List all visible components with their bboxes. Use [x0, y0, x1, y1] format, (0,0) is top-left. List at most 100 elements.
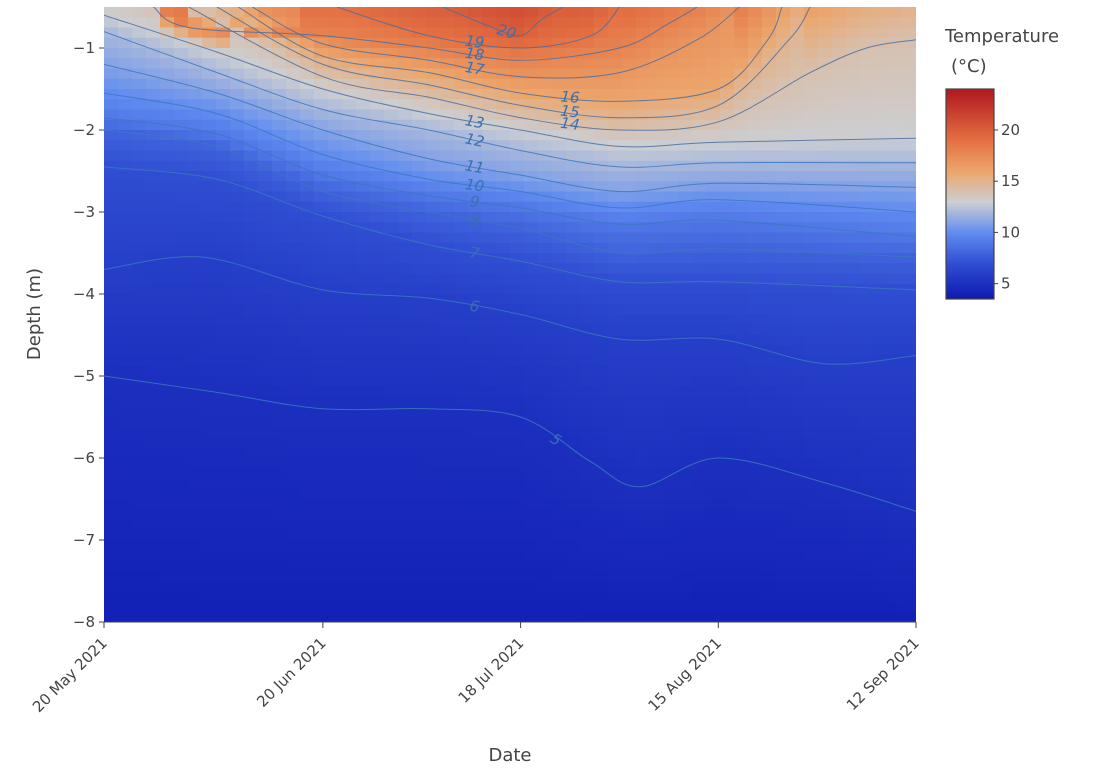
heat-cell [790, 150, 805, 162]
heat-cell [580, 540, 595, 551]
heat-cell [188, 478, 203, 490]
heat-cell [496, 540, 511, 551]
heat-cell [762, 386, 777, 398]
heat-cell [622, 89, 637, 100]
heat-cell [846, 458, 861, 469]
heat-cell [888, 550, 903, 562]
heat-cell [244, 509, 259, 521]
heat-cell [594, 37, 609, 49]
heat-cell [482, 560, 497, 572]
heat-cell [160, 365, 175, 377]
heat-cell [664, 386, 679, 398]
heat-cell [398, 294, 413, 305]
heat-cell [538, 529, 553, 541]
heat-cell [272, 17, 287, 29]
heat-cell [454, 191, 469, 203]
heat-cell [398, 99, 413, 111]
heat-cell [902, 7, 916, 18]
heat-cell [356, 253, 371, 264]
heat-cell [804, 499, 819, 510]
heat-cell [692, 222, 707, 234]
heat-cell [104, 283, 119, 295]
heat-cell [636, 355, 651, 367]
heat-cell [412, 242, 427, 254]
heat-cell [342, 314, 357, 326]
heat-cell [594, 335, 609, 346]
heat-cell [328, 294, 343, 305]
heat-cell [902, 263, 916, 275]
heat-cell [636, 611, 651, 622]
heat-cell [314, 191, 329, 203]
heat-cell [454, 222, 469, 234]
heat-cell [818, 150, 833, 162]
heat-cell [328, 48, 343, 59]
heat-cell [258, 324, 273, 336]
heat-cell [300, 232, 315, 244]
contour-line-10 [104, 92, 916, 213]
heat-cell [300, 253, 315, 264]
heat-cell [804, 37, 819, 49]
heat-cell [244, 468, 259, 480]
heat-cell [174, 406, 189, 418]
heat-cell [734, 581, 749, 592]
heat-cell [566, 253, 581, 264]
heat-cell [468, 560, 483, 572]
heat-cell [860, 540, 875, 551]
heat-cell [776, 253, 791, 264]
heat-cell [524, 191, 539, 203]
heat-cell [174, 468, 189, 480]
colorbar-band [946, 155, 994, 159]
heat-cell [468, 581, 483, 592]
heat-cell [188, 345, 203, 357]
heat-cell [846, 447, 861, 459]
heat-cell [370, 242, 385, 254]
heat-cell [860, 406, 875, 418]
heat-cell [356, 529, 371, 541]
heat-cell [174, 130, 189, 141]
heat-cell [454, 58, 469, 70]
heat-cell [636, 7, 651, 18]
heat-cell [790, 273, 805, 285]
heat-cell [580, 160, 595, 172]
heat-cell [174, 519, 189, 531]
heat-cell [440, 591, 455, 603]
heat-cell [678, 365, 693, 377]
heat-cell [272, 417, 287, 428]
heat-cell [678, 304, 693, 316]
heat-cell [622, 355, 637, 367]
heat-cell [482, 283, 497, 295]
heat-cell [188, 89, 203, 100]
heat-cell [790, 499, 805, 510]
heat-cell [174, 560, 189, 572]
heat-cell [132, 611, 147, 622]
heat-cell [692, 335, 707, 346]
heat-cell [622, 396, 637, 408]
heat-cell [650, 78, 665, 90]
heat-cell [622, 611, 637, 622]
heat-cell [454, 335, 469, 346]
heat-cell [230, 253, 245, 264]
heat-cell [398, 150, 413, 162]
heat-cell [818, 417, 833, 428]
heat-cell [818, 478, 833, 490]
heat-cell [286, 437, 301, 449]
heat-cell [804, 160, 819, 172]
heat-cell [818, 130, 833, 141]
heat-cell [636, 253, 651, 264]
heat-cell [734, 283, 749, 295]
heat-cell [468, 376, 483, 387]
heat-cell [678, 519, 693, 531]
heat-cell [202, 160, 217, 172]
heat-cell [300, 191, 315, 203]
heat-cell [790, 7, 805, 18]
heat-cell [678, 447, 693, 459]
heat-cell [636, 376, 651, 387]
heat-cell [804, 7, 819, 18]
heat-cell [888, 611, 903, 622]
heat-cell [664, 519, 679, 531]
heat-cell [902, 314, 916, 326]
heat-cell [650, 447, 665, 459]
heat-cell [734, 437, 749, 449]
heat-cell [468, 263, 483, 275]
heat-cell [902, 560, 916, 572]
